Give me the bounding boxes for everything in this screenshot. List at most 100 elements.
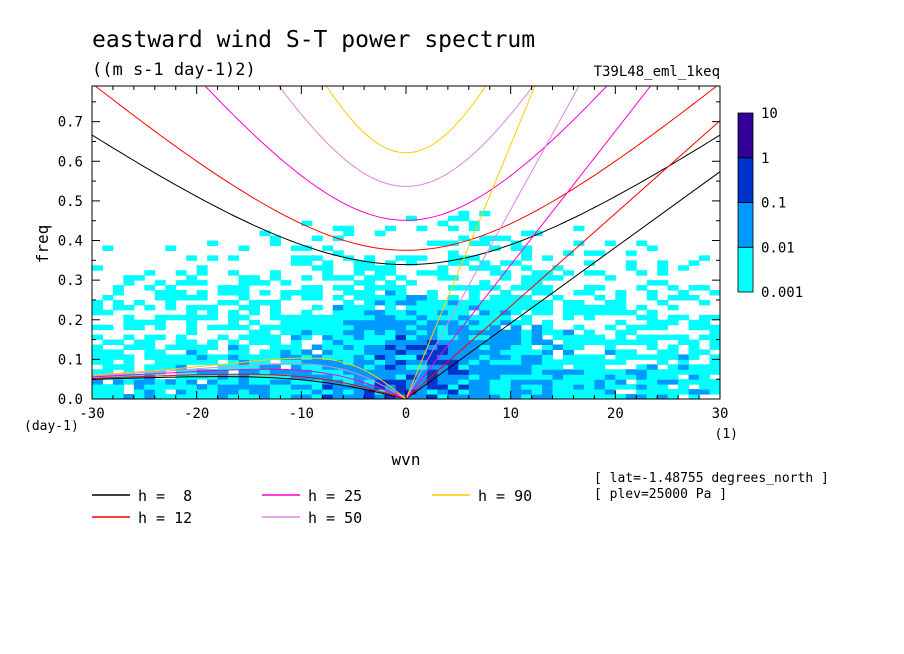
- spectrum-cell: [353, 309, 365, 316]
- spectrum-cell: [395, 299, 407, 306]
- spectrum-cell: [353, 344, 365, 350]
- spectrum-cell: [112, 384, 124, 390]
- spectrum-cell: [688, 369, 700, 375]
- spectrum-cell: [542, 299, 554, 306]
- spectrum-cell: [657, 374, 669, 380]
- spectrum-cell: [301, 379, 313, 385]
- spectrum-cell: [374, 344, 386, 350]
- spectrum-cell: [92, 354, 103, 360]
- spectrum-cell: [709, 389, 720, 395]
- spectrum-cell: [280, 344, 292, 350]
- spectrum-cell: [583, 339, 595, 346]
- spectrum-cell: [646, 280, 658, 286]
- spectrum-cell: [521, 334, 533, 341]
- spectrum-cell: [290, 364, 302, 370]
- spectrum-cell: [531, 354, 543, 360]
- spectrum-cell: [468, 339, 480, 346]
- spectrum-cell: [426, 354, 438, 360]
- spectrum-cell: [500, 364, 512, 370]
- y-tick-label: 0.0: [58, 392, 83, 408]
- spectrum-cell: [646, 344, 658, 350]
- spectrum-cell: [186, 314, 198, 321]
- spectrum-cell: [238, 384, 250, 390]
- spectrum-cell: [332, 314, 344, 321]
- spectrum-cell: [92, 309, 103, 316]
- spectrum-cell: [102, 294, 114, 301]
- spectrum-cell: [144, 270, 156, 276]
- spectrum-cell: [374, 394, 386, 399]
- spectrum-cell: [625, 394, 637, 399]
- spectrum-cell: [186, 354, 198, 360]
- spectrum-cell: [269, 374, 281, 380]
- spectrum-cell: [688, 354, 700, 360]
- spectrum-cell: [374, 354, 386, 360]
- spectrum-cell: [311, 265, 323, 271]
- spectrum-cell: [332, 359, 344, 365]
- spectrum-cell: [458, 374, 470, 380]
- spectrum-cell: [385, 334, 397, 341]
- spectrum-cell: [123, 344, 135, 350]
- spectrum-cell: [542, 339, 554, 346]
- spectrum-cell: [542, 389, 554, 395]
- spectrum-cell: [500, 304, 512, 311]
- spectrum-cell: [343, 364, 355, 370]
- spectrum-cell: [573, 290, 585, 296]
- spectrum-cell: [667, 379, 679, 385]
- spectrum-cell: [311, 319, 323, 326]
- spectrum-cell: [102, 245, 114, 251]
- spectrum-cell: [500, 270, 512, 276]
- spectrum-cell: [406, 344, 417, 350]
- spectrum-cell: [510, 285, 522, 291]
- spectrum-cell: [207, 394, 219, 399]
- spectrum-cell: [395, 319, 407, 326]
- spectrum-cell: [102, 394, 114, 399]
- spectrum-cell: [395, 384, 407, 390]
- spectrum-cell: [699, 334, 711, 341]
- spectrum-cell: [102, 374, 114, 380]
- spectrum-cell: [594, 334, 606, 341]
- spectrum-cell: [102, 369, 114, 375]
- spectrum-cell: [416, 334, 428, 341]
- spectrum-cell: [646, 354, 658, 360]
- spectrum-cell: [625, 339, 637, 346]
- spectrum-cell: [678, 334, 690, 341]
- spectrum-cell: [165, 299, 177, 306]
- spectrum-cell: [646, 379, 658, 385]
- spectrum-cell: [646, 290, 658, 296]
- spectrum-cell: [563, 379, 574, 385]
- spectrum-cell: [311, 354, 323, 360]
- spectrum-cell: [583, 309, 595, 316]
- spectrum-cell: [604, 240, 616, 246]
- spectrum-cell: [343, 384, 355, 390]
- spectrum-cell: [301, 285, 313, 291]
- spectrum-cell: [552, 265, 564, 271]
- spectrum-cell: [123, 280, 135, 286]
- gravity-curve: [204, 86, 608, 221]
- spectrum-cell: [144, 334, 156, 341]
- spectrum-cell: [186, 255, 198, 261]
- legend-label: h = 8: [138, 487, 192, 505]
- spectrum-cell: [531, 389, 543, 395]
- spectrum-cell: [343, 285, 355, 291]
- spectrum-cell: [154, 379, 166, 385]
- spectrum-cell: [259, 280, 271, 286]
- kelvin-curve: [405, 86, 652, 399]
- spectrum-cell: [353, 374, 365, 380]
- spectrum-cell: [175, 290, 187, 296]
- spectrum-cell: [311, 364, 323, 370]
- spectrum-cell: [479, 349, 491, 355]
- spectrum-cell: [196, 280, 208, 286]
- spectrum-cell: [573, 309, 585, 316]
- spectrum-cell: [364, 359, 376, 365]
- spectrum-cell: [385, 270, 397, 276]
- spectrum-cell: [510, 379, 522, 385]
- spectrum-cell: [510, 364, 522, 370]
- y-axis-label: freq: [33, 225, 52, 264]
- spectrum-cell: [636, 354, 648, 360]
- spectrum-cell: [552, 379, 564, 385]
- spectrum-cell: [688, 364, 700, 370]
- spectrum-cell: [447, 250, 459, 256]
- spectrum-cell: [385, 369, 397, 375]
- spectrum-cell: [406, 354, 417, 360]
- spectrum-cell: [688, 379, 700, 385]
